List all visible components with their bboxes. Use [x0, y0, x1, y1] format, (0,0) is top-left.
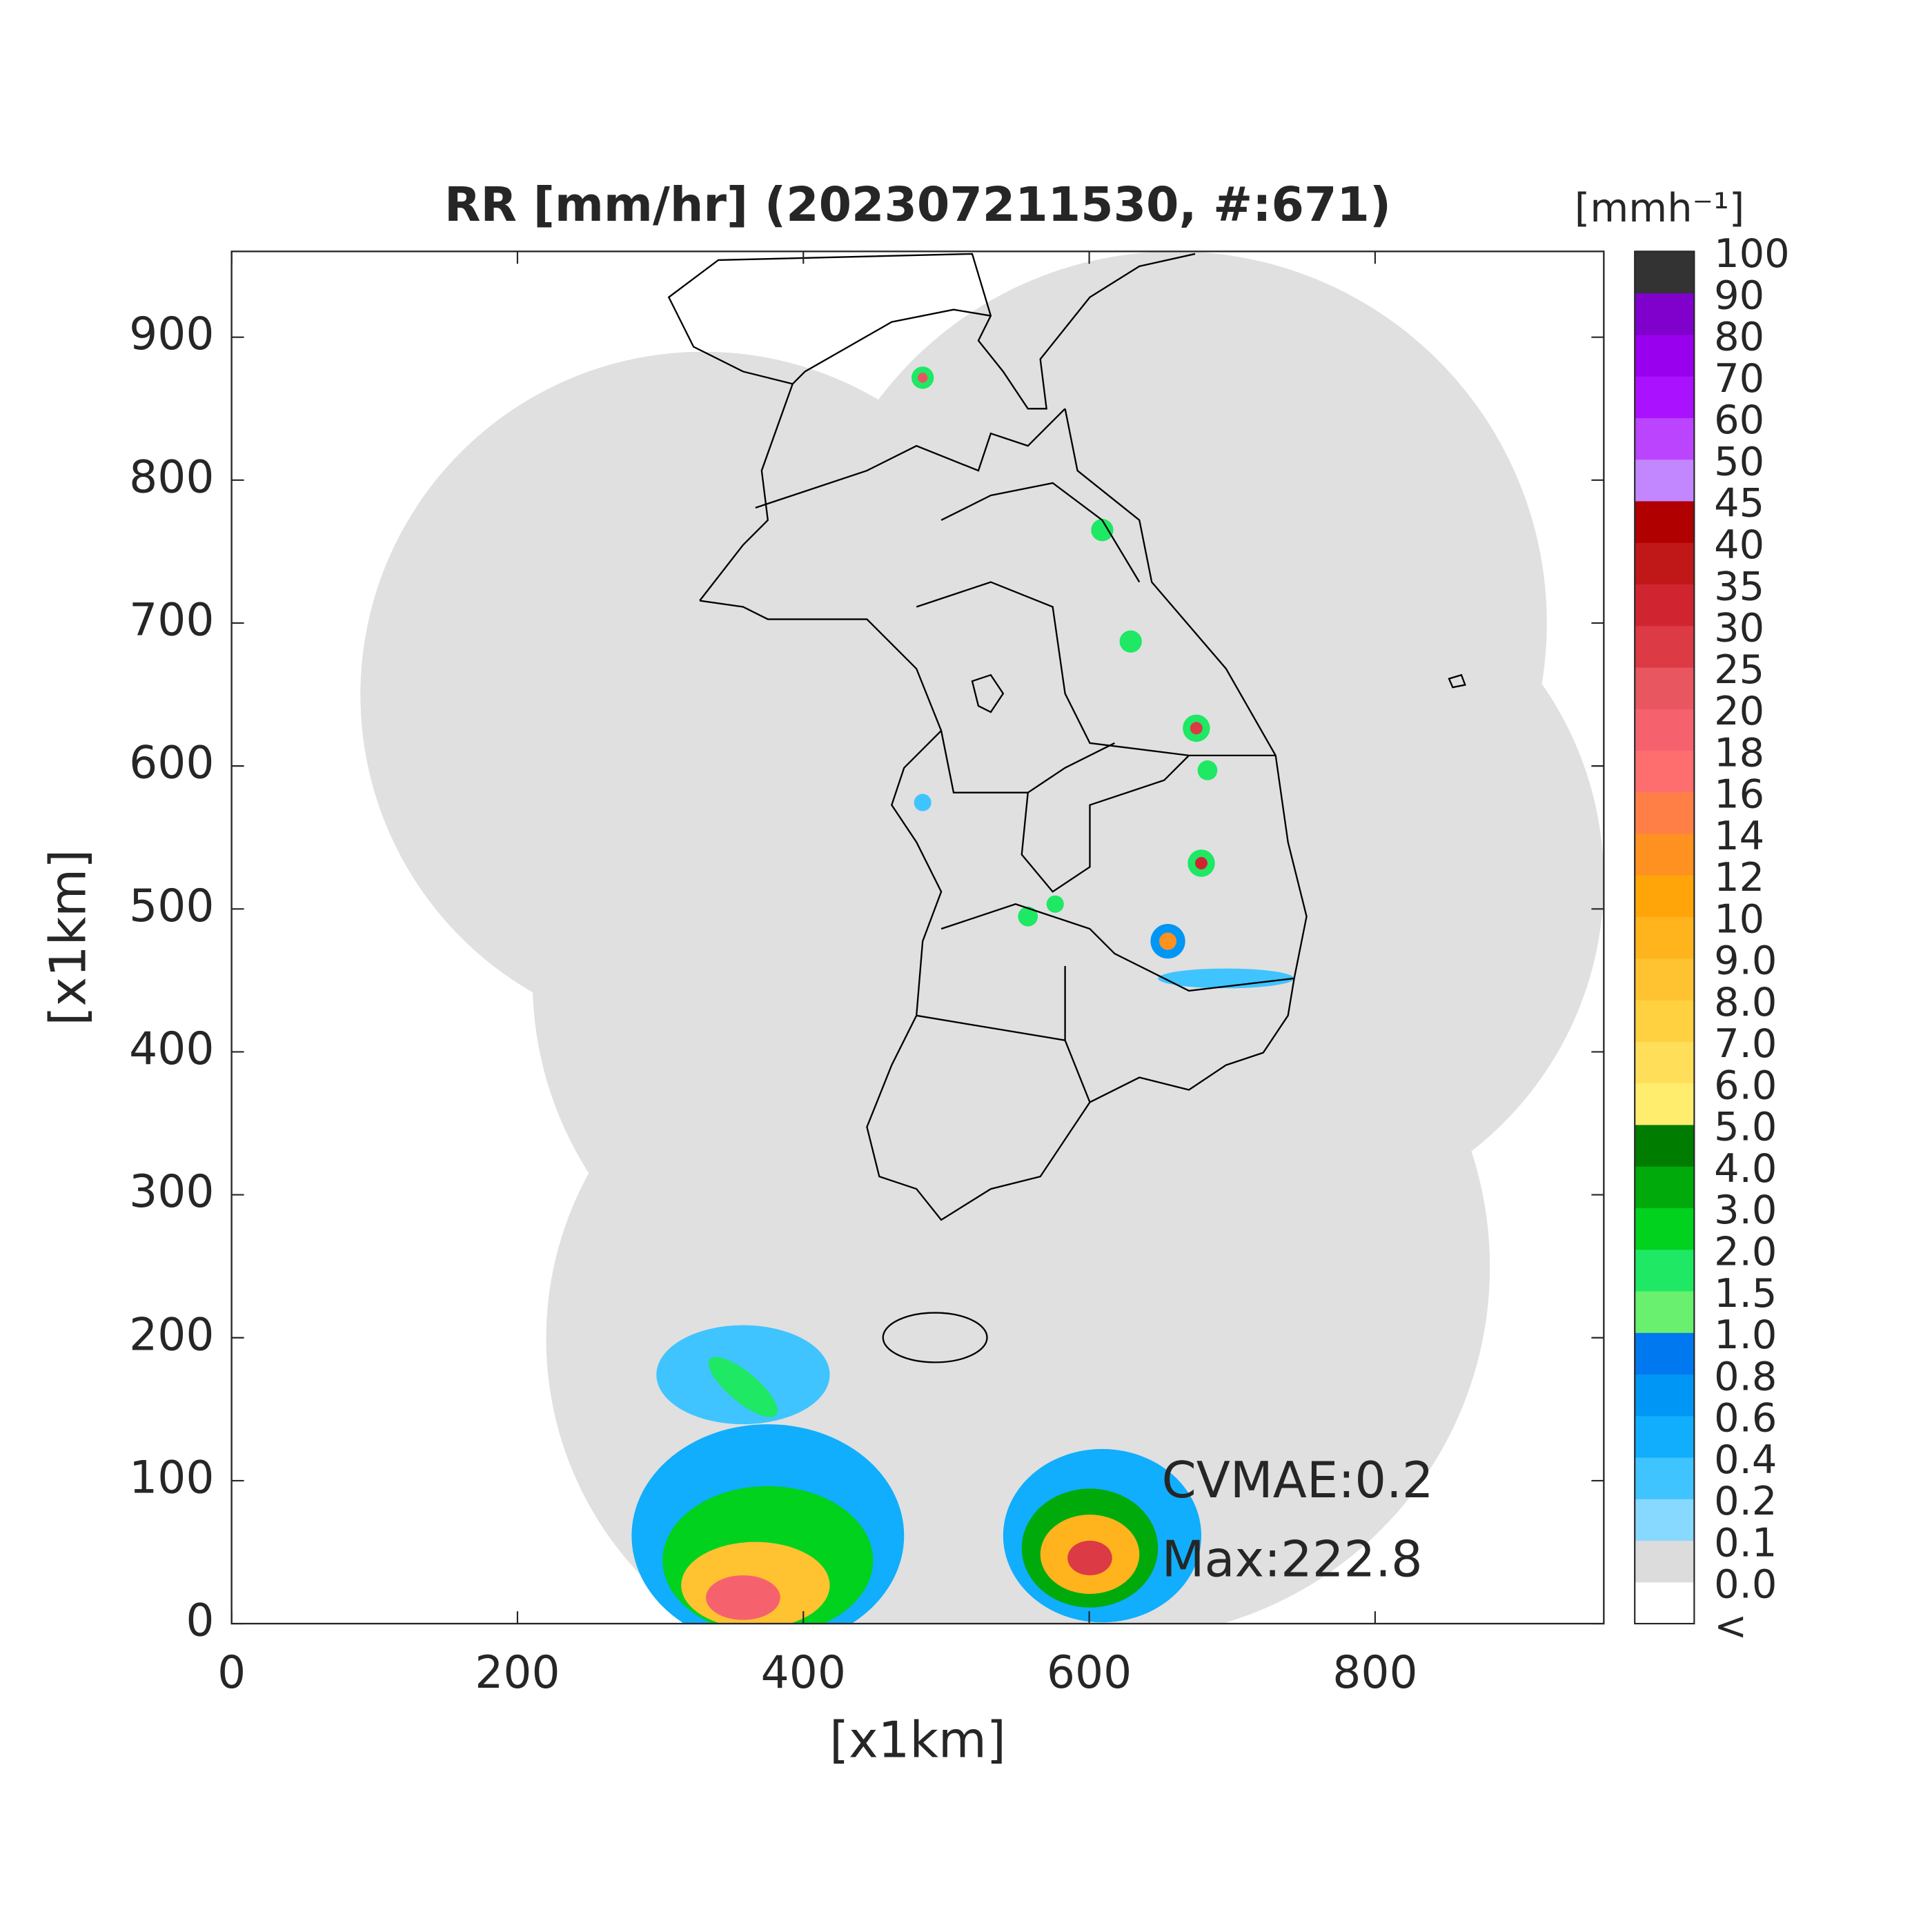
colorbar-segment: [1635, 1166, 1695, 1208]
colorbar-label: 90: [1714, 272, 1764, 318]
colorbar-segment: [1635, 417, 1695, 460]
y-tick-label: 500: [129, 880, 214, 932]
colorbar-label: 1.5: [1714, 1270, 1777, 1317]
colorbar-label: 10: [1714, 896, 1764, 942]
colorbar-title: [mmh⁻¹]: [1575, 185, 1744, 231]
colorbar-segment: [1635, 500, 1695, 543]
y-tick-label: 700: [129, 595, 214, 647]
y-tick-label: 800: [129, 451, 214, 503]
colorbar-segment: [1635, 1124, 1695, 1167]
colorbar-label: 5.0: [1714, 1104, 1777, 1150]
colorbar-segment: [1635, 1581, 1695, 1624]
x-tick-label: 200: [475, 1647, 560, 1699]
colorbar-label: 20: [1714, 688, 1764, 734]
colorbar-label: 50: [1714, 438, 1764, 484]
x-tick-label: 600: [1047, 1647, 1132, 1699]
colorbar-label: 6.0: [1714, 1062, 1777, 1108]
colorbar-segment: [1635, 1041, 1695, 1084]
colorbar-segment: [1635, 834, 1695, 876]
y-axis-label: [x1km]: [39, 849, 97, 1026]
colorbar-segment: [1635, 875, 1695, 918]
coastline: [667, 253, 1466, 1363]
y-tick-label: 300: [129, 1166, 214, 1218]
colorbar-label: 1.0: [1714, 1312, 1777, 1358]
colorbar-label: 0.8: [1714, 1353, 1777, 1399]
colorbar-segment: [1635, 791, 1695, 834]
colorbar-segment: [1635, 1540, 1695, 1583]
colorbar-segment: [1635, 709, 1695, 751]
colorbar-segment: [1635, 376, 1695, 418]
colorbar-segment: [1635, 1374, 1695, 1417]
colorbar-label: 45: [1714, 480, 1764, 526]
colorbar-label: 0.2: [1714, 1478, 1777, 1524]
colorbar-segment: [1635, 1415, 1695, 1458]
colorbar-label: 2.0: [1714, 1229, 1777, 1275]
x-tick-label: 0: [217, 1647, 246, 1699]
colorbar-segment: [1635, 1499, 1695, 1541]
colorbar-label: 12: [1714, 854, 1764, 900]
x-tick-label: 800: [1332, 1647, 1417, 1699]
colorbar-segment: [1635, 1457, 1695, 1499]
y-tick-label: 900: [129, 308, 214, 360]
annotation: Max:222.8: [1162, 1530, 1423, 1588]
y-tick-label: 200: [129, 1309, 214, 1361]
colorbar-label: 100: [1714, 230, 1790, 277]
colorbar-segment: [1635, 625, 1695, 668]
colorbar-segment: [1635, 1083, 1695, 1125]
y-tick-label: 600: [129, 738, 214, 789]
colorbar-segment: [1635, 1290, 1695, 1333]
colorbar-segment: [1635, 334, 1695, 377]
chart-title: RR [mm/hr] (202307211530, #:671): [444, 178, 1391, 233]
colorbar-label: 3.0: [1714, 1187, 1777, 1233]
colorbar-segment: [1635, 584, 1695, 627]
colorbar-segment: [1635, 1332, 1695, 1375]
annotation: CVMAE:0.2: [1162, 1451, 1434, 1509]
colorbar-segment: [1635, 1000, 1695, 1042]
colorbar-label: 14: [1714, 813, 1764, 859]
colorbar-label: 0.4: [1714, 1437, 1777, 1483]
plot-frame: [230, 250, 1605, 1625]
colorbar-segment: [1635, 459, 1695, 502]
x-tick-label: 400: [761, 1647, 846, 1699]
colorbar-label: 0.1: [1714, 1519, 1777, 1566]
colorbar-segment: [1635, 293, 1695, 335]
colorbar-label: 9.0: [1714, 938, 1777, 984]
colorbar-segment: [1635, 251, 1695, 294]
colorbar-label: 8.0: [1714, 979, 1777, 1025]
y-tick-label: 400: [129, 1023, 214, 1075]
colorbar-segment: [1635, 916, 1695, 959]
colorbar-label: 30: [1714, 605, 1764, 651]
colorbar-label: 25: [1714, 647, 1764, 693]
colorbar-segment: [1635, 1208, 1695, 1250]
colorbar-label: 0.6: [1714, 1395, 1777, 1441]
colorbar-label: 40: [1714, 522, 1764, 568]
colorbar-label: 7.0: [1714, 1021, 1777, 1067]
colorbar-segment: [1635, 750, 1695, 793]
colorbar-label: 16: [1714, 771, 1764, 818]
colorbar-label: 0.0: [1714, 1561, 1777, 1608]
colorbar-label: 70: [1714, 355, 1764, 402]
colorbar-label: 35: [1714, 563, 1764, 609]
colorbar-segment: [1635, 1249, 1695, 1292]
y-tick-label: 100: [129, 1452, 214, 1504]
colorbar-label: <: [1714, 1603, 1747, 1649]
map: [360, 251, 1604, 1624]
y-tick-label: 0: [186, 1595, 214, 1647]
colorbar-segment: [1635, 667, 1695, 709]
colorbar-frame: [1634, 250, 1695, 1625]
colorbar-label: 18: [1714, 729, 1764, 776]
colorbar-label: 60: [1714, 397, 1764, 443]
colorbar-label: 4.0: [1714, 1145, 1777, 1192]
rain-cells: [631, 366, 1294, 1624]
x-axis-label: [x1km]: [829, 1711, 1006, 1769]
colorbar-label: 80: [1714, 314, 1764, 360]
colorbar-segment: [1635, 958, 1695, 1000]
colorbar-segment: [1635, 542, 1695, 585]
